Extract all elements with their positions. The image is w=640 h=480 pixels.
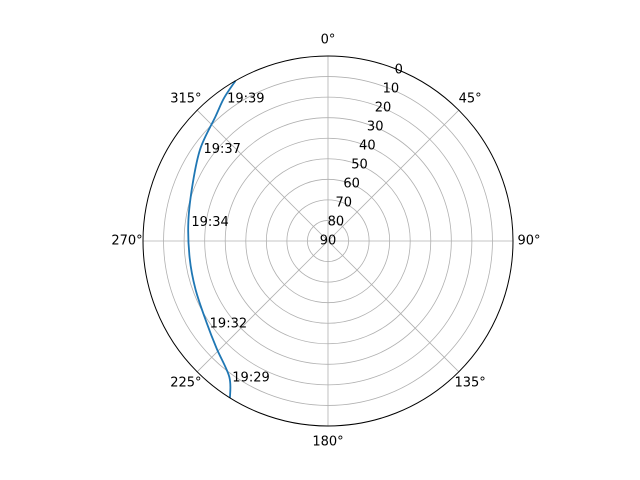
radial-gridline-80 [307, 220, 349, 262]
radial-tick-label: 0 [395, 63, 403, 78]
theta-tick-label: 45° [459, 91, 482, 106]
theta-gridline-135 [327, 240, 460, 373]
theta-tick-label: 90° [517, 234, 540, 249]
series-layer [187, 80, 237, 398]
radial-tick-label: 30 [367, 120, 384, 135]
radial-gridline-10 [163, 76, 493, 406]
theta-tick-label: 225° [170, 376, 201, 391]
radial-gridline-40 [224, 137, 432, 345]
series-line [187, 80, 237, 398]
radial-tick-label: 20 [375, 101, 392, 116]
theta-tick-label: 135° [454, 376, 485, 391]
radial-gridline-50 [245, 158, 411, 324]
time-annotation: 19:39 [227, 91, 264, 106]
time-annotation: 19:34 [191, 215, 228, 230]
theta-gridline-315 [196, 109, 329, 242]
radial-tick-label: 70 [335, 196, 352, 211]
theta-gridline-225 [196, 240, 329, 373]
theta-tick-label: 0° [321, 33, 336, 48]
radial-gridline-60 [265, 178, 391, 304]
tick-labels: 0° 45° 90° 135° 180° 225° 270° 315° 0 10 20 30 40 50 6… [111, 33, 540, 450]
polar-spine [142, 55, 514, 427]
theta-gridline-45 [327, 109, 460, 242]
theta-tick-label: 180° [312, 435, 343, 450]
polar-frame [142, 55, 514, 427]
time-annotation: 19:29 [232, 370, 269, 385]
polar-grid [143, 56, 513, 426]
radial-tick-label: 60 [343, 177, 360, 192]
radial-tick-label: 10 [383, 82, 400, 97]
time-annotation: 19:37 [203, 142, 240, 157]
radial-tick-label: 80 [328, 215, 345, 230]
radial-gridline-30 [204, 117, 452, 365]
radial-gridline-20 [183, 96, 473, 386]
radial-tick-label: 90 [320, 234, 337, 249]
time-annotation: 19:32 [210, 316, 247, 331]
theta-tick-label: 315° [170, 91, 201, 106]
radial-tick-label: 50 [351, 158, 368, 173]
radial-gridline-70 [286, 199, 370, 283]
theta-tick-label: 270° [111, 234, 142, 249]
radial-tick-label: 40 [359, 139, 376, 154]
